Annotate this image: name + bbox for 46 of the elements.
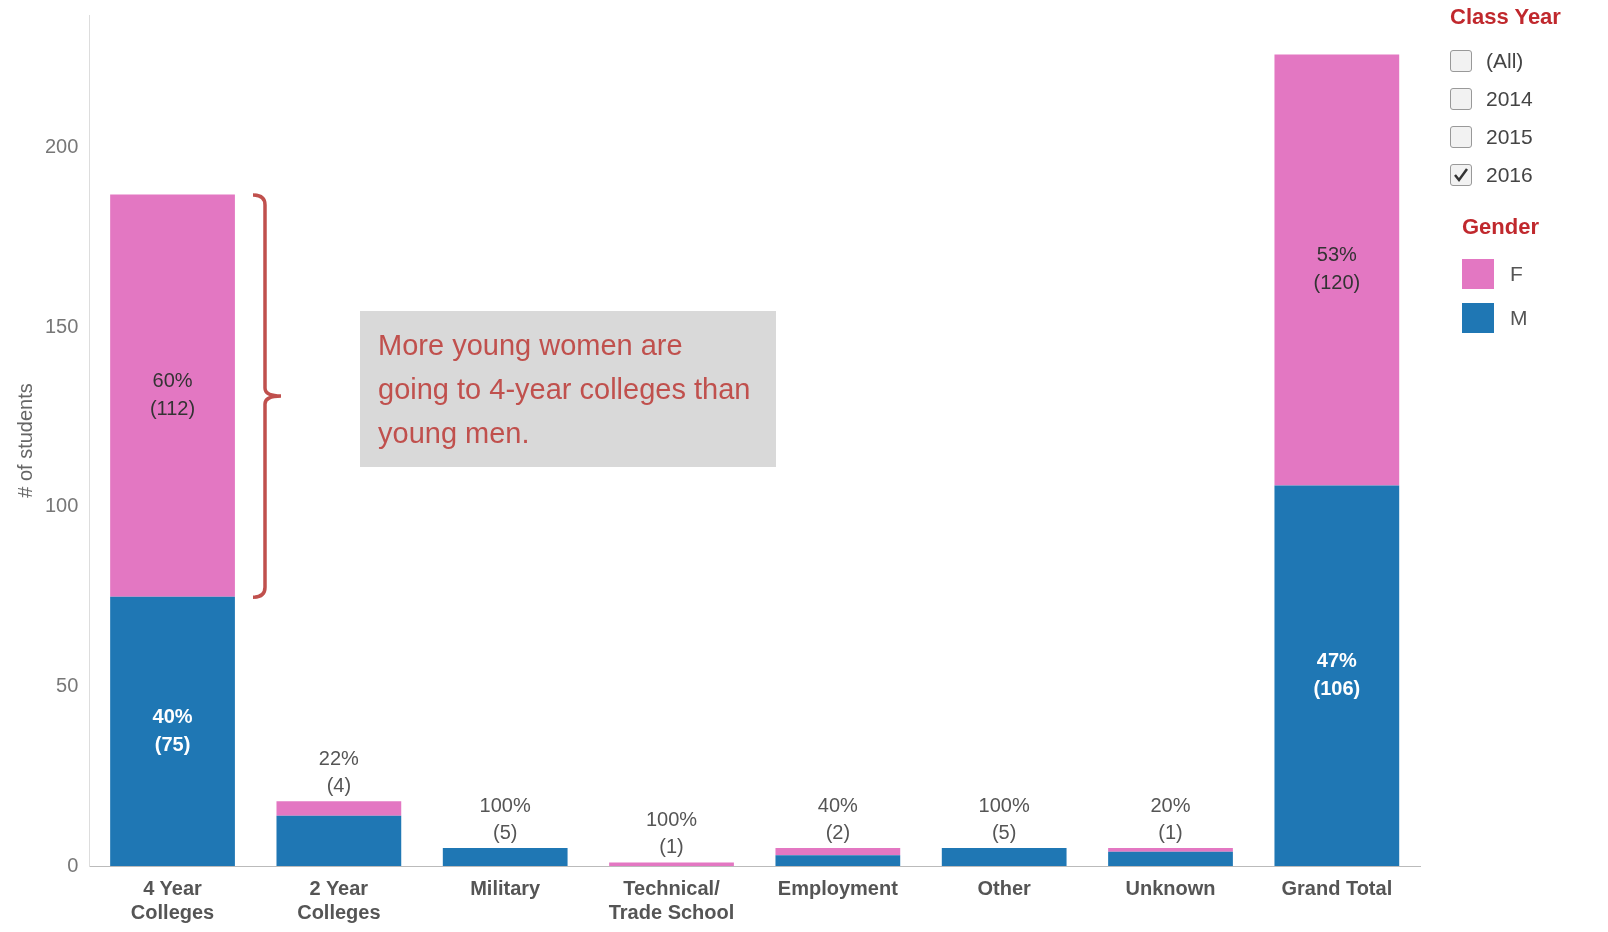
y-tick-label: 200 bbox=[44, 135, 79, 158]
data-label: 100% (5) bbox=[978, 793, 1030, 843]
bar bbox=[941, 848, 1067, 866]
data-label: 60% (112) bbox=[149, 369, 196, 420]
legend-label: M bbox=[1510, 306, 1528, 330]
x-tick-label: Other bbox=[977, 876, 1032, 899]
data-label: 47% (106) bbox=[1313, 649, 1361, 700]
data-label: 40% (75) bbox=[152, 704, 193, 755]
bar bbox=[775, 848, 901, 856]
y-tick-label: 150 bbox=[44, 314, 79, 337]
bar bbox=[110, 194, 235, 597]
annotation: More young women are going to 4-year colleges than young men. bbox=[360, 311, 776, 467]
legend-title: Gender bbox=[1462, 214, 1541, 240]
x-tick-label: 4 Year Colleges bbox=[130, 876, 215, 923]
x-tick-label: 2 Year Colleges bbox=[297, 876, 381, 923]
data-label: 100% (1) bbox=[645, 807, 698, 857]
text: 2016 bbox=[1486, 163, 1533, 187]
bar bbox=[1274, 54, 1400, 486]
data-label: 53% (120) bbox=[1313, 243, 1361, 294]
x-tick-label: Employment bbox=[777, 876, 899, 899]
y-tick-label: 50 bbox=[56, 673, 79, 696]
data-label: 22% (4) bbox=[318, 746, 360, 796]
data-label: 100% (5) bbox=[479, 793, 531, 843]
text: 2014 bbox=[1486, 87, 1533, 111]
bar bbox=[276, 801, 402, 816]
text: (All) bbox=[1486, 49, 1524, 73]
bar bbox=[442, 848, 568, 866]
data-label: 40% (2) bbox=[817, 793, 859, 843]
bar bbox=[775, 855, 901, 866]
bar bbox=[110, 596, 235, 866]
bar bbox=[276, 815, 402, 866]
text: 2015 bbox=[1486, 125, 1533, 149]
y-axis-title: # of students bbox=[13, 383, 36, 498]
x-tick-label: Unknown bbox=[1125, 876, 1216, 899]
bar bbox=[1108, 848, 1233, 852]
x-tick-label: Grand Total bbox=[1281, 876, 1393, 899]
text: Class Year bbox=[1450, 4, 1562, 30]
bar bbox=[609, 862, 734, 866]
bar bbox=[1108, 851, 1233, 866]
y-tick-label: 0 bbox=[67, 853, 79, 876]
x-tick-label: Military bbox=[470, 876, 542, 899]
x-tick-label: Technical/ Trade School bbox=[608, 876, 735, 923]
legend-label: F bbox=[1510, 262, 1523, 286]
bar bbox=[1274, 485, 1400, 866]
y-tick-label: 100 bbox=[44, 494, 79, 517]
data-label: 20% (1) bbox=[1150, 793, 1191, 843]
